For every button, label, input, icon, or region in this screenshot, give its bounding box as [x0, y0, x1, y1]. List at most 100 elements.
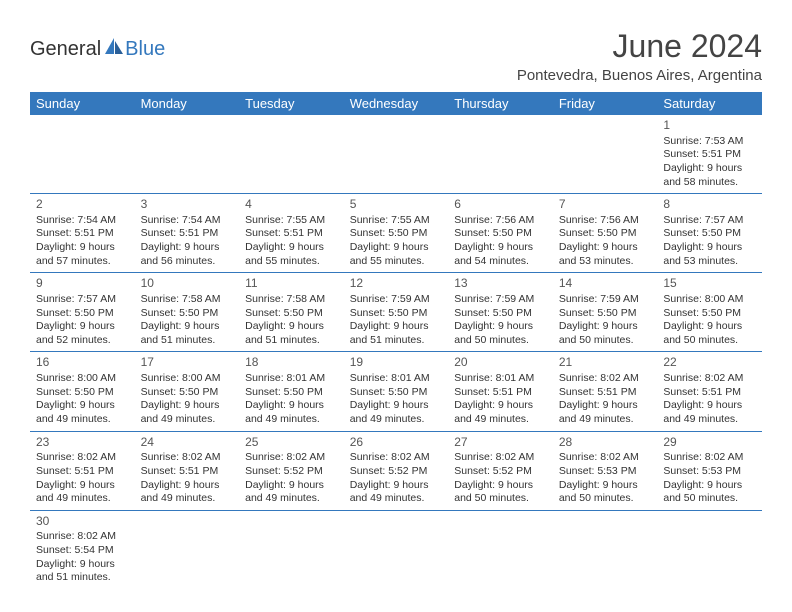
day-cell: 24Sunrise: 8:02 AMSunset: 5:51 PMDayligh…	[135, 431, 240, 510]
day-number: 29	[663, 435, 756, 451]
day-cell	[239, 510, 344, 589]
day-info-line: Sunrise: 8:02 AM	[36, 451, 129, 465]
logo-text-general: General	[30, 38, 101, 61]
day-number: 21	[559, 355, 652, 371]
day-cell: 16Sunrise: 8:00 AMSunset: 5:50 PMDayligh…	[30, 352, 135, 431]
day-info-line: Sunset: 5:50 PM	[36, 307, 129, 321]
day-number: 23	[36, 435, 129, 451]
day-info-line: and 51 minutes.	[36, 571, 129, 585]
day-info-line: Sunset: 5:50 PM	[141, 307, 234, 321]
day-number: 12	[350, 276, 443, 292]
day-info-line: Daylight: 9 hours	[245, 241, 338, 255]
day-cell: 11Sunrise: 7:58 AMSunset: 5:50 PMDayligh…	[239, 273, 344, 352]
day-cell	[448, 115, 553, 194]
day-info-line: Daylight: 9 hours	[141, 399, 234, 413]
header: General Blue June 2024 Pontevedra, Bueno…	[30, 28, 762, 84]
day-cell: 5Sunrise: 7:55 AMSunset: 5:50 PMDaylight…	[344, 194, 449, 273]
day-cell	[239, 115, 344, 194]
day-info-line: and 52 minutes.	[36, 334, 129, 348]
day-header: Sunday	[30, 92, 135, 115]
day-info-line: and 50 minutes.	[663, 334, 756, 348]
day-info-line: Sunrise: 8:02 AM	[663, 372, 756, 386]
week-row: 30Sunrise: 8:02 AMSunset: 5:54 PMDayligh…	[30, 510, 762, 589]
day-info-line: and 49 minutes.	[245, 492, 338, 506]
day-cell: 22Sunrise: 8:02 AMSunset: 5:51 PMDayligh…	[657, 352, 762, 431]
day-info-line: Sunrise: 8:02 AM	[454, 451, 547, 465]
day-header: Friday	[553, 92, 658, 115]
day-info-line: Daylight: 9 hours	[245, 320, 338, 334]
day-info-line: Daylight: 9 hours	[350, 479, 443, 493]
day-number: 11	[245, 276, 338, 292]
day-info-line: Sunrise: 7:56 AM	[454, 214, 547, 228]
day-cell	[553, 510, 658, 589]
day-info-line: Sunset: 5:50 PM	[559, 307, 652, 321]
day-info-line: Sunrise: 7:58 AM	[141, 293, 234, 307]
day-cell	[553, 115, 658, 194]
day-info-line: Daylight: 9 hours	[36, 241, 129, 255]
day-number: 5	[350, 197, 443, 213]
day-info-line: Sunset: 5:52 PM	[350, 465, 443, 479]
day-info-line: and 49 minutes.	[245, 413, 338, 427]
day-info-line: Sunset: 5:51 PM	[141, 227, 234, 241]
day-info-line: Daylight: 9 hours	[454, 399, 547, 413]
day-cell: 6Sunrise: 7:56 AMSunset: 5:50 PMDaylight…	[448, 194, 553, 273]
day-info-line: Daylight: 9 hours	[559, 479, 652, 493]
day-cell: 14Sunrise: 7:59 AMSunset: 5:50 PMDayligh…	[553, 273, 658, 352]
day-info-line: and 49 minutes.	[141, 492, 234, 506]
day-info-line: and 50 minutes.	[559, 334, 652, 348]
day-cell: 23Sunrise: 8:02 AMSunset: 5:51 PMDayligh…	[30, 431, 135, 510]
day-info-line: and 57 minutes.	[36, 255, 129, 269]
day-info-line: Sunrise: 8:01 AM	[454, 372, 547, 386]
day-info-line: Sunrise: 7:54 AM	[141, 214, 234, 228]
day-cell: 20Sunrise: 8:01 AMSunset: 5:51 PMDayligh…	[448, 352, 553, 431]
day-cell: 19Sunrise: 8:01 AMSunset: 5:50 PMDayligh…	[344, 352, 449, 431]
day-info-line: Sunset: 5:53 PM	[663, 465, 756, 479]
day-info-line: Sunset: 5:50 PM	[663, 227, 756, 241]
day-number: 9	[36, 276, 129, 292]
day-info-line: Daylight: 9 hours	[559, 399, 652, 413]
day-info-line: Sunrise: 8:02 AM	[559, 372, 652, 386]
day-info-line: and 50 minutes.	[663, 492, 756, 506]
day-info-line: Sunrise: 7:59 AM	[350, 293, 443, 307]
day-info-line: Sunrise: 8:01 AM	[350, 372, 443, 386]
day-info-line: and 55 minutes.	[245, 255, 338, 269]
location-label: Pontevedra, Buenos Aires, Argentina	[517, 67, 762, 84]
day-info-line: Sunset: 5:50 PM	[350, 227, 443, 241]
day-cell: 10Sunrise: 7:58 AMSunset: 5:50 PMDayligh…	[135, 273, 240, 352]
day-info-line: Sunrise: 8:02 AM	[663, 451, 756, 465]
day-info-line: Daylight: 9 hours	[36, 479, 129, 493]
day-info-line: Sunset: 5:50 PM	[350, 307, 443, 321]
day-info-line: Daylight: 9 hours	[663, 399, 756, 413]
day-info-line: Sunrise: 8:02 AM	[245, 451, 338, 465]
day-info-line: Daylight: 9 hours	[245, 479, 338, 493]
day-info-line: Sunrise: 7:58 AM	[245, 293, 338, 307]
day-info-line: Sunset: 5:51 PM	[36, 465, 129, 479]
day-number: 17	[141, 355, 234, 371]
day-info-line: Sunrise: 8:01 AM	[245, 372, 338, 386]
day-cell: 3Sunrise: 7:54 AMSunset: 5:51 PMDaylight…	[135, 194, 240, 273]
day-info-line: Daylight: 9 hours	[141, 479, 234, 493]
day-info-line: Sunset: 5:51 PM	[559, 386, 652, 400]
day-info-line: Sunrise: 8:02 AM	[36, 530, 129, 544]
day-info-line: and 51 minutes.	[245, 334, 338, 348]
day-info-line: and 56 minutes.	[141, 255, 234, 269]
day-info-line: and 50 minutes.	[454, 334, 547, 348]
week-row: 23Sunrise: 8:02 AMSunset: 5:51 PMDayligh…	[30, 431, 762, 510]
day-number: 1	[663, 118, 756, 134]
day-cell: 9Sunrise: 7:57 AMSunset: 5:50 PMDaylight…	[30, 273, 135, 352]
day-number: 7	[559, 197, 652, 213]
day-info-line: and 54 minutes.	[454, 255, 547, 269]
day-header: Tuesday	[239, 92, 344, 115]
day-info-line: Daylight: 9 hours	[245, 399, 338, 413]
day-info-line: Sunset: 5:50 PM	[36, 386, 129, 400]
calendar-table: Sunday Monday Tuesday Wednesday Thursday…	[30, 92, 762, 589]
day-header: Wednesday	[344, 92, 449, 115]
day-info-line: Sunset: 5:51 PM	[141, 465, 234, 479]
day-info-line: Daylight: 9 hours	[350, 320, 443, 334]
day-cell	[657, 510, 762, 589]
day-info-line: and 49 minutes.	[350, 413, 443, 427]
day-info-line: Sunset: 5:53 PM	[559, 465, 652, 479]
day-info-line: and 51 minutes.	[141, 334, 234, 348]
day-info-line: and 51 minutes.	[350, 334, 443, 348]
day-number: 19	[350, 355, 443, 371]
